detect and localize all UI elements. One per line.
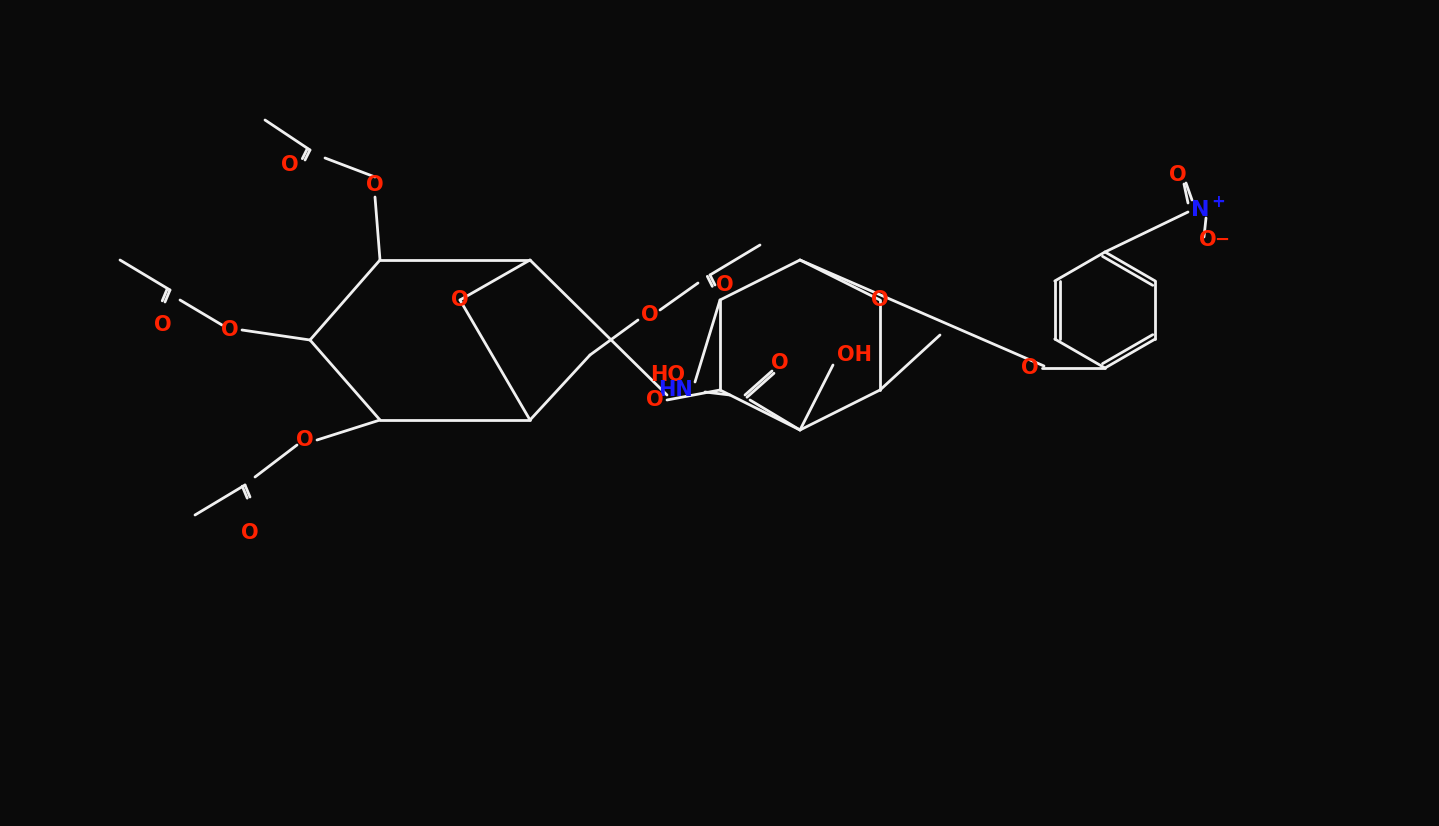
Text: O: O	[154, 315, 171, 335]
Text: HO: HO	[650, 365, 685, 385]
Text: −: −	[1215, 231, 1229, 249]
Text: O: O	[1199, 230, 1217, 250]
Text: O: O	[296, 430, 314, 450]
Text: O: O	[222, 320, 239, 340]
Text: O: O	[771, 353, 789, 373]
Text: O: O	[1022, 358, 1039, 378]
Text: O: O	[452, 290, 469, 310]
Text: O: O	[871, 290, 889, 310]
Text: O: O	[717, 275, 734, 295]
Text: O: O	[646, 390, 663, 410]
Text: O: O	[281, 155, 299, 175]
Text: O: O	[366, 175, 384, 195]
Text: OH: OH	[837, 345, 872, 365]
Text: O: O	[642, 305, 659, 325]
Text: HN: HN	[658, 380, 692, 400]
Text: N: N	[1190, 200, 1209, 220]
Text: +: +	[1212, 193, 1225, 211]
Text: O: O	[1168, 165, 1187, 185]
Text: O: O	[242, 523, 259, 543]
